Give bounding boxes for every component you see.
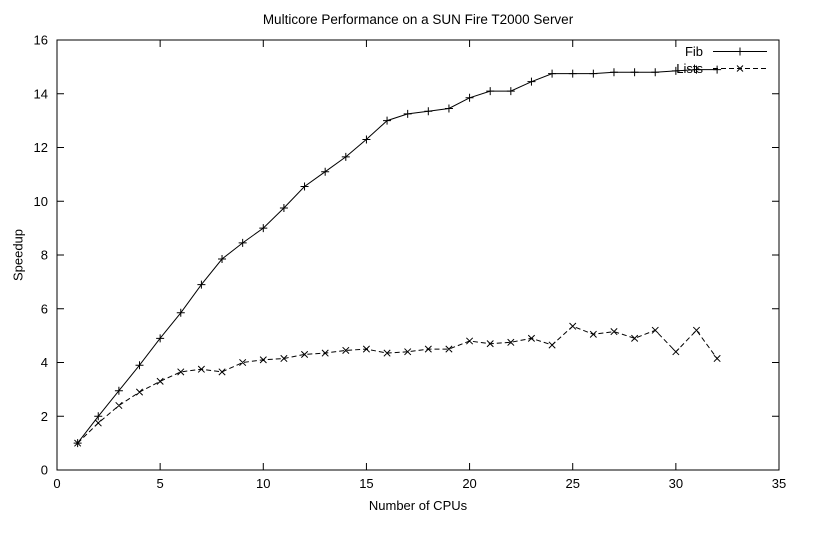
legend-label-lists: Lists (676, 61, 703, 76)
series-markers-fib (73, 65, 722, 448)
series-line-lists (77, 325, 718, 444)
y-axis-label: Speedup (10, 228, 26, 282)
series-markers-lists (74, 322, 721, 447)
x-tick-label: 25 (565, 476, 579, 491)
series-line-fib (77, 69, 718, 444)
y-tick-label: 4 (41, 355, 48, 370)
x-axis-label: Number of CPUs (368, 498, 468, 513)
x-tick-label: 5 (157, 476, 164, 491)
x-tick-label: 20 (462, 476, 476, 491)
x-tick-label: 30 (669, 476, 683, 491)
plot-border (56, 39, 780, 471)
y-tick-label: 2 (41, 409, 48, 424)
y-tick-label: 8 (41, 248, 48, 263)
y-tick-label: 16 (34, 33, 48, 48)
y-tick-label: 10 (34, 194, 48, 209)
y-tick-label: 14 (34, 86, 48, 101)
legend-label-fib: Fib (684, 44, 703, 59)
x-tick-label: 10 (256, 476, 270, 491)
legend-entry-fib: Fib (676, 44, 768, 59)
legend-sample-dashed-cross-icon (713, 65, 767, 72)
y-tick-label: 12 (34, 140, 48, 155)
x-tick-label: 0 (53, 476, 60, 491)
legend-sample-solid-plus-icon (713, 47, 767, 56)
legend-entry-lists: Lists (676, 61, 768, 76)
legend: Fib Lists (676, 44, 768, 76)
x-tick-label: 15 (359, 476, 373, 491)
x-tick-label: 35 (772, 476, 786, 491)
y-tick-label: 0 (41, 463, 48, 478)
chart-title: Multicore Performance on a SUN Fire T200… (262, 12, 574, 27)
y-tick-label: 6 (41, 301, 48, 316)
